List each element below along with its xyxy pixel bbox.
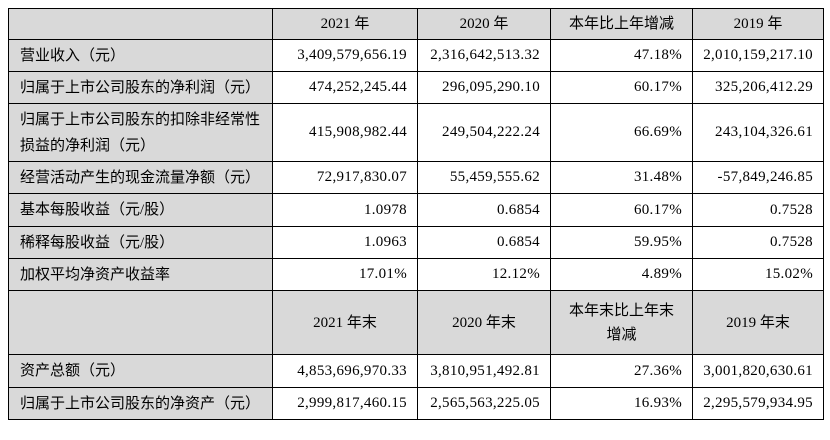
value-cell-2019: 3,001,820,630.61 (692, 354, 824, 388)
value-cell-2020: 0.6854 (417, 193, 551, 227)
value-cell-2021: 3,409,579,656.19 (272, 39, 418, 72)
row-label: 营业收入（元） (8, 39, 273, 72)
value-cell-2020: 12.12% (417, 258, 551, 291)
value-cell-2019: 15.02% (692, 258, 824, 291)
column-header-yoy-change: 本年比上年增减 (550, 8, 693, 40)
value-cell-change: 27.36% (550, 354, 693, 388)
column-header-year-end-change: 本年末比上年末增减 (550, 290, 693, 355)
value-cell-change: 59.95% (550, 226, 693, 259)
value-cell-change: 4.89% (550, 258, 693, 291)
value-cell-2019: 2,295,579,934.95 (692, 387, 824, 420)
row-label: 归属于上市公司股东的扣除非经常性损益的净利润（元） (8, 103, 273, 162)
value-cell-2021: 415,908,982.44 (272, 103, 418, 162)
column-header-2020: 2020 年 (417, 8, 551, 40)
value-cell-2021: 1.0978 (272, 193, 418, 227)
financial-summary-table-wrapper: 2021 年 2020 年 本年比上年增减 2019 年 营业收入（元） 3,4… (8, 8, 824, 420)
value-cell-2021: 72,917,830.07 (272, 161, 418, 194)
row-label: 归属于上市公司股东的净资产（元） (8, 387, 273, 420)
value-cell-change: 60.17% (550, 71, 693, 104)
value-cell-change: 66.69% (550, 103, 693, 162)
table-row-net-profit: 归属于上市公司股东的净利润（元） 474,252,245.44 296,095,… (8, 71, 824, 104)
row-label: 基本每股收益（元/股） (8, 193, 273, 227)
value-cell-2020: 0.6854 (417, 226, 551, 259)
value-cell-2020: 2,316,642,513.32 (417, 39, 551, 72)
table-row-net-assets: 归属于上市公司股东的净资产（元） 2,999,817,460.15 2,565,… (8, 387, 824, 420)
value-cell-2020: 2,565,563,225.05 (417, 387, 551, 420)
value-cell-2019: 243,104,326.61 (692, 103, 824, 162)
column-header-2020-year-end: 2020 年末 (417, 290, 551, 355)
corner-cell (8, 290, 273, 355)
value-cell-2021: 2,999,817,460.15 (272, 387, 418, 420)
table-row-revenue: 营业收入（元） 3,409,579,656.19 2,316,642,513.3… (8, 39, 824, 72)
financial-summary-table: 2021 年 2020 年 本年比上年增减 2019 年 营业收入（元） 3,4… (8, 8, 824, 420)
value-cell-2021: 17.01% (272, 258, 418, 291)
row-label: 归属于上市公司股东的净利润（元） (8, 71, 273, 104)
value-cell-2019: 0.7528 (692, 193, 824, 227)
value-cell-change: 60.17% (550, 193, 693, 227)
value-cell-2020: 3,810,951,492.81 (417, 354, 551, 388)
value-cell-2019: 2,010,159,217.10 (692, 39, 824, 72)
value-cell-change: 16.93% (550, 387, 693, 420)
value-cell-2020: 296,095,290.10 (417, 71, 551, 104)
corner-cell (8, 8, 273, 40)
table-header-row-annual: 2021 年 2020 年 本年比上年增减 2019 年 (8, 8, 824, 40)
row-label: 稀释每股收益（元/股） (8, 226, 273, 259)
value-cell-2021: 1.0963 (272, 226, 418, 259)
row-label: 经营活动产生的现金流量净额（元） (8, 161, 273, 194)
table-row-operating-cash-flow: 经营活动产生的现金流量净额（元） 72,917,830.07 55,459,55… (8, 161, 824, 194)
column-header-2019: 2019 年 (692, 8, 824, 40)
row-label: 资产总额（元） (8, 354, 273, 388)
table-row-diluted-eps: 稀释每股收益（元/股） 1.0963 0.6854 59.95% 0.7528 (8, 226, 824, 259)
value-cell-2020: 55,459,555.62 (417, 161, 551, 194)
table-row-total-assets: 资产总额（元） 4,853,696,970.33 3,810,951,492.8… (8, 354, 824, 388)
column-header-2021-year-end: 2021 年末 (272, 290, 418, 355)
value-cell-change: 31.48% (550, 161, 693, 194)
table-row-basic-eps: 基本每股收益（元/股） 1.0978 0.6854 60.17% 0.7528 (8, 193, 824, 227)
value-cell-2021: 474,252,245.44 (272, 71, 418, 104)
value-cell-2020: 249,504,222.24 (417, 103, 551, 162)
value-cell-2019: -57,849,246.85 (692, 161, 824, 194)
value-cell-2021: 4,853,696,970.33 (272, 354, 418, 388)
table-row-net-profit-excl-nonrecurring: 归属于上市公司股东的扣除非经常性损益的净利润（元） 415,908,982.44… (8, 103, 824, 162)
table-header-row-year-end: 2021 年末 2020 年末 本年末比上年末增减 2019 年末 (8, 290, 824, 355)
value-cell-2019: 325,206,412.29 (692, 71, 824, 104)
table-row-weighted-avg-roe: 加权平均净资产收益率 17.01% 12.12% 4.89% 15.02% (8, 258, 824, 291)
column-header-2021: 2021 年 (272, 8, 418, 40)
value-cell-2019: 0.7528 (692, 226, 824, 259)
column-header-2019-year-end: 2019 年末 (692, 290, 824, 355)
row-label: 加权平均净资产收益率 (8, 258, 273, 291)
value-cell-change: 47.18% (550, 39, 693, 72)
